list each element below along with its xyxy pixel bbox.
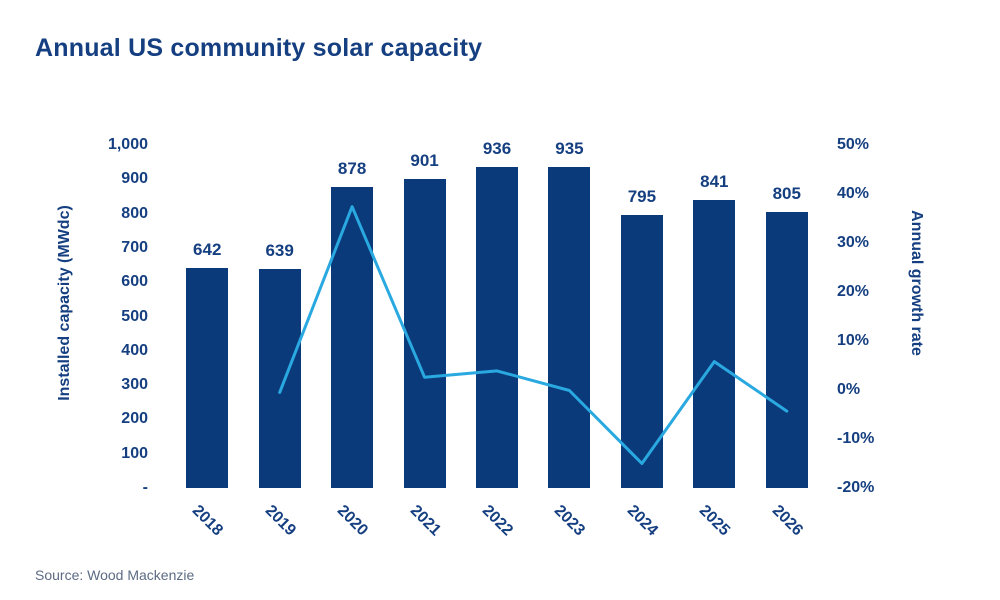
chart-title: Annual US community solar capacity <box>35 34 483 62</box>
bar <box>476 166 518 488</box>
bar <box>258 268 301 488</box>
bar <box>693 199 736 488</box>
bar <box>548 167 591 488</box>
x-tick-label: 2019 <box>261 502 299 540</box>
bar <box>620 215 663 488</box>
right-axis-tick: 20% <box>837 283 870 300</box>
right-axis-tick: 10% <box>837 332 870 349</box>
left-axis-tick: 700 <box>121 238 148 256</box>
source-note: Source: Wood Mackenzie <box>35 567 195 583</box>
bar-value-label: 936 <box>482 138 512 158</box>
bar <box>186 267 229 488</box>
x-tick-label: 2022 <box>478 502 516 540</box>
bar-value-label: 642 <box>193 239 222 259</box>
bar-value-label: 841 <box>700 171 729 191</box>
bar-value-label: 878 <box>337 158 367 178</box>
bar <box>765 211 808 488</box>
left-axis-tick: 1,000 <box>107 136 148 153</box>
bar-value-label: 795 <box>627 187 657 207</box>
x-tick-label: 2023 <box>551 502 589 540</box>
bar <box>331 186 374 488</box>
left-axis-tick: - <box>142 479 148 496</box>
bar-value-label: 639 <box>265 240 294 260</box>
right-axis-tick: 0% <box>837 381 861 398</box>
x-tick-label: 2025 <box>696 502 734 540</box>
bar-value-label: 805 <box>772 183 801 203</box>
left-axis-tick: 800 <box>121 204 148 222</box>
right-axis-title: Annual growth rate <box>908 210 925 356</box>
bar-value-label: 935 <box>555 139 584 159</box>
right-axis-tick: 50% <box>837 136 870 153</box>
left-axis-tick: 200 <box>121 410 148 428</box>
bar-value-label: 901 <box>410 150 439 170</box>
left-axis-tick: 400 <box>121 341 148 359</box>
x-tick-label: 2020 <box>333 502 372 540</box>
x-tick-label: 2024 <box>623 502 661 540</box>
x-tick-label: 2018 <box>188 502 227 540</box>
right-axis-tick: 40% <box>837 185 870 202</box>
left-axis-tick: 100 <box>121 444 148 462</box>
left-axis-title: Installed capacity (MWdc) <box>56 205 73 401</box>
right-axis-tick: -20% <box>837 479 875 496</box>
left-axis-tick: 500 <box>121 307 148 325</box>
left-axis-tick: 600 <box>121 273 148 291</box>
left-axis-tick: 300 <box>121 376 148 394</box>
left-axis-tick: 900 <box>121 170 148 188</box>
x-tick-label: 2026 <box>768 502 806 540</box>
right-axis-tick: 30% <box>837 234 870 251</box>
x-tick-label: 2021 <box>406 502 444 540</box>
right-axis-tick: -10% <box>837 430 875 447</box>
bar <box>403 178 446 488</box>
